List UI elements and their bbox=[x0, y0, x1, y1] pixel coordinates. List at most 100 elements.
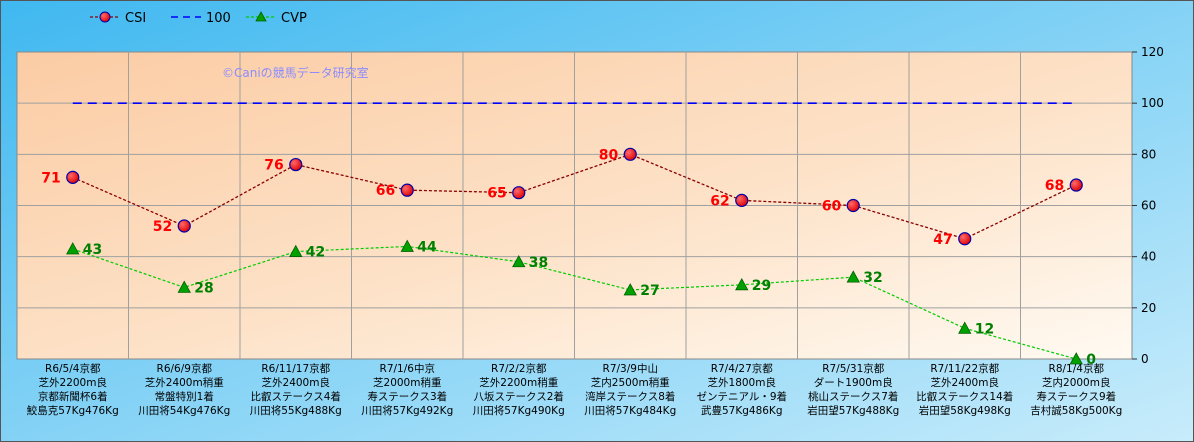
cvp-data-label: 44 bbox=[417, 239, 437, 255]
csi-data-label: 47 bbox=[933, 232, 952, 248]
cvp-data-label: 42 bbox=[306, 245, 325, 261]
csi-point bbox=[512, 186, 526, 200]
csi-data-label: 68 bbox=[1045, 178, 1064, 194]
legend-item: 100 bbox=[171, 11, 231, 26]
x-category-line: 比叡ステークス4着 bbox=[251, 390, 341, 403]
x-category-line: ゼンテニアル・9着 bbox=[696, 390, 787, 403]
csi-point bbox=[1069, 178, 1083, 192]
x-category-line: 武豊57Kg486Kg bbox=[701, 404, 783, 417]
csi-point bbox=[735, 193, 749, 207]
legend-label: CSI bbox=[125, 11, 146, 26]
x-category-line: 桃山ステークス7着 bbox=[808, 390, 898, 403]
legend-item: CVP bbox=[246, 11, 307, 26]
x-category-line: ダート1900m良 bbox=[814, 376, 893, 389]
x-category-line: 芝外2200m稍重 bbox=[479, 376, 558, 389]
legend: CSI 100 CVP bbox=[90, 11, 307, 26]
legend-swatch-marker bbox=[99, 11, 111, 23]
x-category-line: 川田将57Kg484Kg bbox=[584, 405, 676, 417]
y-tick-label: 60 bbox=[1141, 199, 1156, 213]
legend-item: CSI bbox=[90, 11, 146, 26]
cvp-point bbox=[512, 254, 526, 268]
x-category-line: 湾岸ステークス8着 bbox=[585, 390, 675, 403]
y-tick-label: 80 bbox=[1141, 147, 1156, 161]
csi-point bbox=[958, 232, 972, 246]
x-category-line: 比叡ステークス14着 bbox=[916, 390, 1013, 403]
x-category-line: 芝外2400m良 bbox=[262, 376, 330, 389]
csi-data-label: 60 bbox=[822, 199, 842, 215]
x-category-line: R6/5/4京都 bbox=[45, 362, 101, 375]
cvp-point bbox=[958, 321, 972, 334]
csi-data-label: 76 bbox=[264, 158, 283, 174]
cvp-data-label: 29 bbox=[752, 278, 771, 294]
cvp-data-label: 32 bbox=[863, 270, 882, 286]
x-category-line: R8/1/4京都 bbox=[1049, 362, 1105, 375]
cvp-data-label: 27 bbox=[640, 283, 659, 299]
csi-data-label: 62 bbox=[710, 193, 729, 209]
cvp-point bbox=[66, 242, 80, 255]
x-category-line: R7/2/2京都 bbox=[491, 362, 547, 375]
cvp-point bbox=[177, 280, 191, 293]
x-category-line: 岩田望58Kg498Kg bbox=[919, 404, 1011, 417]
x-category-line: 川田将57Kg490Kg bbox=[473, 405, 565, 417]
csi-data-label: 71 bbox=[41, 170, 60, 186]
x-category-line: 京都新聞杯6着 bbox=[38, 390, 108, 403]
csi-data-label: 52 bbox=[153, 219, 172, 235]
csi-data-label: 80 bbox=[599, 147, 619, 163]
x-category-line: 芝内2000m良 bbox=[1042, 376, 1110, 389]
y-tick-label: 0 bbox=[1141, 352, 1149, 366]
cvp-data-label: 38 bbox=[529, 255, 548, 271]
x-category-line: 芝2000m稍重 bbox=[373, 376, 441, 389]
x-category-line: 川田将57Kg492Kg bbox=[361, 405, 453, 417]
csi-point bbox=[846, 198, 860, 213]
csi-point bbox=[623, 147, 637, 161]
x-category-line: 八坂ステークス2着 bbox=[474, 390, 564, 403]
legend-label: CVP bbox=[281, 11, 307, 26]
x-category-line: R6/11/17京都 bbox=[261, 362, 330, 375]
x-category-line: 芝外2400m良 bbox=[931, 376, 999, 389]
cvp-point bbox=[400, 239, 414, 252]
cvp-point bbox=[623, 283, 637, 296]
cvp-data-label: 12 bbox=[975, 321, 994, 337]
x-category-line: 岩田望57Kg488Kg bbox=[807, 404, 899, 417]
cvp-data-label: 28 bbox=[194, 280, 213, 296]
csi-point bbox=[400, 183, 414, 197]
series-line-csi bbox=[72, 153, 1077, 240]
cvp-point bbox=[1069, 352, 1083, 365]
csi-data-label: 65 bbox=[487, 186, 506, 202]
y-tick-label: 20 bbox=[1141, 301, 1156, 315]
x-category-line: 芝外2200m良 bbox=[39, 376, 107, 389]
x-category-line: 川田将54Kg476Kg bbox=[138, 405, 230, 417]
cvp-point bbox=[846, 270, 860, 283]
x-category-line: 芝外2400m稍重 bbox=[145, 376, 224, 389]
x-category-line: R7/4/27京都 bbox=[711, 362, 774, 375]
x-category-line: R6/6/9京都 bbox=[157, 362, 213, 375]
cvp-data-label: 0 bbox=[1086, 352, 1096, 368]
x-category-line: 寿ステークス9着 bbox=[1036, 390, 1116, 403]
x-category-line: R7/1/6中京 bbox=[380, 362, 435, 375]
csi-data-label: 66 bbox=[376, 183, 395, 199]
y-tick-label: 120 bbox=[1141, 45, 1164, 59]
csi-point bbox=[66, 170, 80, 184]
csi-point bbox=[289, 157, 303, 172]
x-category-line: 鮫島克57Kg476Kg bbox=[27, 404, 119, 417]
cvp-point bbox=[735, 277, 749, 291]
cvp-data-label: 43 bbox=[83, 242, 102, 258]
x-category-line: 川田将55Kg488Kg bbox=[250, 405, 342, 417]
cvp-point bbox=[289, 244, 303, 257]
csi-point bbox=[177, 219, 191, 233]
x-category-line: R7/3/9中山 bbox=[603, 362, 658, 375]
x-category-line: 寿ステークス3着 bbox=[367, 390, 447, 403]
series-line-cvp bbox=[72, 245, 1077, 360]
x-category-line: R7/5/31京都 bbox=[822, 362, 885, 375]
